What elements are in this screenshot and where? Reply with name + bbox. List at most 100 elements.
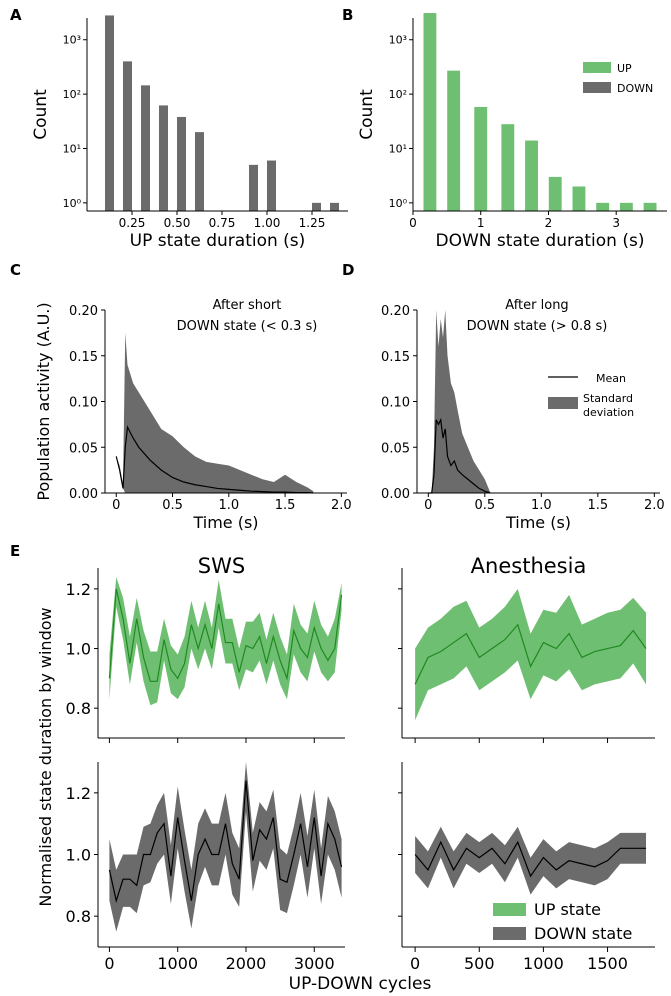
y-axis-label: Population activity (A.U.) bbox=[34, 302, 53, 500]
y-tick-label: 10² bbox=[389, 88, 407, 101]
x-tick-label: 0 bbox=[112, 498, 120, 513]
panel-title: SWS bbox=[198, 554, 245, 578]
y-tick-label: 10⁰ bbox=[389, 197, 408, 210]
x-tick-label: 3000 bbox=[294, 954, 335, 973]
x-tick-label: 0.75 bbox=[209, 216, 236, 230]
legend-label: DOWN bbox=[617, 82, 653, 95]
y-tick-label: 0.00 bbox=[69, 487, 98, 502]
x-tick-label: 2.0 bbox=[644, 498, 665, 513]
legend-label: Mean bbox=[596, 372, 626, 385]
x-tick-label: 1.0 bbox=[531, 498, 552, 513]
bar bbox=[619, 202, 633, 211]
bar bbox=[312, 202, 321, 211]
bar bbox=[141, 85, 150, 211]
std-band bbox=[415, 588, 647, 721]
x-tick-label: 1.00 bbox=[254, 216, 281, 230]
legend-label: UP state bbox=[534, 900, 601, 919]
x-tick-label: 0.5 bbox=[162, 498, 183, 513]
x-tick-label: 500 bbox=[464, 954, 495, 973]
panel-D: 0.00 0.05 0.10 0.15 0.20 0 0.5 1.0 1.5 2.0 Time (s… bbox=[381, 298, 665, 532]
bar bbox=[525, 140, 538, 211]
mean-line bbox=[414, 623, 647, 685]
legend: UP state DOWN state bbox=[493, 900, 632, 943]
y-tick-label: 0.05 bbox=[69, 441, 98, 456]
x-axis-label: UP state duration (s) bbox=[130, 231, 306, 251]
mean-line bbox=[108, 780, 343, 904]
bar bbox=[159, 105, 168, 211]
panel-title: Anesthesia bbox=[471, 554, 587, 578]
panel-letter: C bbox=[10, 261, 21, 279]
legend-swatch bbox=[493, 927, 526, 940]
bar bbox=[474, 106, 488, 211]
panel-letter: E bbox=[10, 542, 20, 560]
legend-label: deviation bbox=[583, 406, 634, 419]
panel-letter: D bbox=[342, 261, 354, 279]
y-tick-label: 10⁰ bbox=[63, 197, 82, 210]
x-axis-label: Time (s) bbox=[192, 513, 258, 532]
bar bbox=[195, 132, 204, 211]
annotation-line: DOWN state (< 0.3 s) bbox=[177, 319, 318, 334]
y-tick-label: 0.10 bbox=[69, 396, 98, 411]
annotation-line: After long bbox=[505, 298, 568, 313]
annotation-line: DOWN state (> 0.8 s) bbox=[467, 319, 608, 334]
legend-label: Standard bbox=[583, 392, 633, 405]
std-band bbox=[109, 762, 342, 932]
bar bbox=[123, 61, 132, 211]
bar bbox=[249, 164, 258, 211]
legend-swatch bbox=[583, 62, 611, 73]
std-band bbox=[415, 826, 647, 895]
bar bbox=[267, 160, 276, 211]
bar bbox=[643, 202, 657, 211]
x-tick-label: 1.5 bbox=[275, 498, 296, 513]
y-tick-label: 10³ bbox=[389, 34, 407, 47]
y-tick-label: 1.0 bbox=[66, 846, 91, 865]
x-tick-label: 0 bbox=[104, 954, 114, 973]
mean-line bbox=[108, 588, 343, 682]
bar bbox=[330, 202, 339, 211]
y-tick-label: 0.15 bbox=[381, 350, 410, 365]
x-axis-label: DOWN state duration (s) bbox=[436, 231, 645, 251]
legend-label: DOWN state bbox=[534, 924, 632, 943]
mean-line bbox=[414, 840, 647, 878]
x-tick-label: 2 bbox=[545, 216, 553, 230]
panel-letter: B bbox=[342, 6, 353, 24]
panel-E4: 0 500 1000 1500 UP state DOWN state bbox=[398, 762, 655, 973]
mean-line bbox=[115, 425, 314, 494]
y-tick-label: 1.2 bbox=[66, 580, 91, 599]
bar bbox=[177, 116, 186, 211]
x-tick-label: 0.50 bbox=[164, 216, 191, 230]
y-axis-label-e: Normalised state duration by window bbox=[36, 607, 55, 906]
y-tick-label: 0.05 bbox=[381, 441, 410, 456]
panel-E1: 0.8 1.0 1.2 SWS bbox=[66, 554, 345, 743]
bar bbox=[447, 70, 461, 211]
y-tick-label: 0.15 bbox=[69, 350, 98, 365]
mean-line bbox=[428, 417, 491, 494]
y-tick-label: 1.2 bbox=[66, 784, 91, 803]
bar bbox=[501, 124, 515, 211]
x-tick-label: 0.25 bbox=[119, 216, 146, 230]
y-tick-label: 1.0 bbox=[66, 640, 91, 659]
y-tick-label: 0.8 bbox=[66, 907, 91, 926]
x-tick-label: 0 bbox=[424, 498, 432, 513]
x-tick-label: 0 bbox=[409, 216, 417, 230]
y-axis-label: Count bbox=[31, 89, 51, 140]
y-axis-label: Count bbox=[357, 89, 377, 140]
bar bbox=[572, 186, 586, 211]
y-tick-label: 10³ bbox=[63, 34, 81, 47]
x-tick-label: 1 bbox=[477, 216, 485, 230]
y-tick-label: 10² bbox=[63, 88, 81, 101]
legend-swatch bbox=[493, 903, 526, 916]
x-tick-label: 1000 bbox=[157, 954, 198, 973]
legend-swatch bbox=[583, 82, 611, 93]
x-tick-label: 1500 bbox=[587, 954, 628, 973]
bar bbox=[548, 176, 562, 211]
x-tick-label: 0.5 bbox=[474, 498, 495, 513]
std-band bbox=[116, 332, 314, 493]
x-tick-label: 1.5 bbox=[587, 498, 608, 513]
panel-E2: Anesthesia bbox=[398, 554, 655, 743]
legend-swatch bbox=[548, 397, 578, 409]
